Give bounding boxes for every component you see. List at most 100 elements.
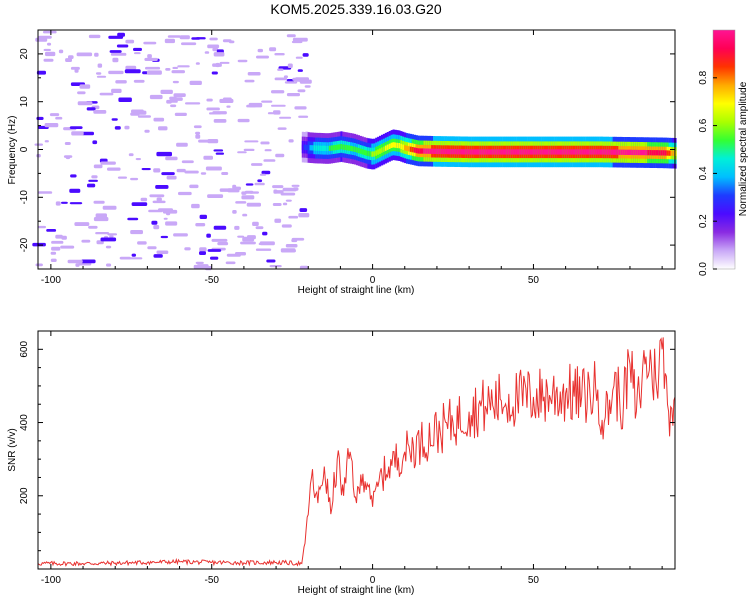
spectrogram-signal-cell xyxy=(315,145,318,151)
spectrogram-noise-cell xyxy=(297,69,303,72)
spectrogram-noise-cell xyxy=(100,161,116,165)
spectrogram-signal-cell xyxy=(446,148,449,155)
spectrogram-noise-cell xyxy=(50,258,57,262)
spectrogram-signal-cell xyxy=(502,149,505,155)
spectrogram-noise-cell xyxy=(274,218,282,223)
spectrogram-noise-cell xyxy=(259,173,267,176)
spectrogram-noise-cell xyxy=(179,35,190,40)
spectrogram-signal-cell xyxy=(382,146,386,152)
spectrogram-noise-cell xyxy=(107,167,121,171)
spectrogram-signal-cell xyxy=(406,145,409,151)
spectrogram-signal-cell xyxy=(506,149,509,155)
spectrogram-signal-cell xyxy=(460,149,463,155)
spectrogram-noise-cell xyxy=(70,66,80,70)
spectrogram-signal-cell xyxy=(483,149,486,155)
spectrogram-noise-cell xyxy=(133,79,145,83)
spectrogram-noise-cell xyxy=(45,51,56,57)
snr-ytick-label: 400 xyxy=(19,414,30,431)
snr-xtick-label: 0 xyxy=(370,575,376,586)
spectrogram-ytick-label: 10 xyxy=(19,96,30,108)
spectrogram-signal-cell xyxy=(359,148,362,154)
spectrogram-signal-cell xyxy=(518,149,521,155)
spectrogram-noise-cell xyxy=(93,164,103,169)
spectrogram-signal-cell xyxy=(624,149,627,155)
spectrogram-signal-cell xyxy=(519,149,523,155)
spectrogram-signal-cell xyxy=(653,150,656,156)
spectrogram-signal-cell xyxy=(575,149,579,155)
spectrogram-noise-cell xyxy=(279,116,292,119)
spectrogram-signal-cell xyxy=(500,149,503,155)
spectrogram-noise-cell xyxy=(298,115,309,118)
spectrogram-noise-cell xyxy=(274,77,288,81)
spectrogram-noise-cell xyxy=(51,240,64,244)
spectrogram-signal-cell xyxy=(558,149,561,155)
spectrogram-signal-cell xyxy=(371,151,374,157)
colorbar: 0.0 0.2 0.4 0.6 0.8 Normalized spectral ampl… xyxy=(698,29,749,276)
spectrogram-noise-cell xyxy=(267,112,274,115)
spectrogram-noise-cell xyxy=(165,156,178,161)
spectrogram-noise-cell xyxy=(257,48,263,53)
spectrogram-noise-cell xyxy=(211,238,228,242)
spectrogram-noise-cell xyxy=(195,134,201,139)
spectrogram-signal-cell xyxy=(583,149,586,155)
spectrogram-signal-cell xyxy=(384,145,387,151)
spectrogram-signal-cell xyxy=(666,150,669,156)
spectrogram-noise-cell xyxy=(160,89,173,94)
spectrogram-noise-cell xyxy=(158,126,168,131)
spectrogram-noise-cell xyxy=(144,129,150,133)
spectrogram-signal-cell xyxy=(541,149,544,155)
spectrogram-noise-cell xyxy=(213,225,227,230)
spectrogram-noise-cell xyxy=(131,202,148,206)
spectrogram-noise-cell xyxy=(246,202,261,207)
spectrogram-noise-cell xyxy=(272,203,282,206)
spectrogram-signal-cell xyxy=(539,149,542,155)
snr-xtick-label: -100 xyxy=(41,575,61,586)
snr-panel: -100 -50 0 50 200 400 600 Height of straight l… xyxy=(7,330,676,596)
spectrogram-noise-cell xyxy=(130,177,139,181)
spectrogram-noise-cell xyxy=(146,70,162,75)
spectrogram-signal-cell xyxy=(595,149,598,155)
spectrogram-signal-cell xyxy=(612,149,615,155)
spectrogram-noise-cell xyxy=(304,85,311,88)
spectrogram-signal-cell xyxy=(328,145,331,151)
spectrogram-noise-cell xyxy=(100,237,117,242)
spectrogram-noise-cell xyxy=(292,77,305,81)
spectrogram-noise-cell xyxy=(211,71,218,75)
spectrogram-signal-cell xyxy=(435,148,438,154)
colorbar-ticks: 0.0 0.2 0.4 0.6 0.8 xyxy=(698,70,717,276)
spectrogram-noise-cell xyxy=(118,97,132,102)
spectrogram-signal-cell xyxy=(602,149,606,155)
spectrogram-noise-cell xyxy=(155,185,169,189)
spectrogram-signal-cell xyxy=(545,149,548,155)
spectrogram-noise-cell xyxy=(290,249,296,253)
snr-xtick-label: 50 xyxy=(528,575,540,586)
spectrogram-noise-cell xyxy=(195,223,206,227)
spectrogram-noise-cell xyxy=(141,168,151,171)
spectrogram-noise-cell xyxy=(172,80,179,84)
spectrogram-noise-cell xyxy=(287,63,293,68)
spectrogram-noise-cell xyxy=(237,59,248,63)
spectrogram-noise-cell xyxy=(127,217,139,221)
spectrogram-signal-cell xyxy=(481,149,484,155)
spectrogram-noise-cell xyxy=(193,264,209,269)
spectrogram-signal-cell xyxy=(635,149,638,156)
snr-axes: -100 -50 0 50 200 400 600 xyxy=(19,331,675,586)
snr-ytick-label: 600 xyxy=(19,341,30,358)
spectrogram-noise-cell xyxy=(143,41,157,45)
spectrogram-noise-cell xyxy=(235,252,246,256)
spectrogram-signal-cell xyxy=(479,149,482,155)
spectrogram-noise-cell xyxy=(156,250,169,254)
spectrogram-signal-cell xyxy=(369,151,372,157)
spectrogram-signal-cell xyxy=(628,149,631,155)
spectrogram-signal-cell xyxy=(392,142,395,148)
spectrogram-signal-cell xyxy=(581,149,584,155)
spectrogram-noise-cell xyxy=(243,148,255,151)
spectrogram-signal-cell xyxy=(352,146,355,152)
spectrogram-noise-cell xyxy=(44,140,49,143)
spectrogram-noise-cell xyxy=(294,106,307,110)
spectrogram-signal-cell xyxy=(554,149,557,155)
spectrogram-noise-cell xyxy=(243,236,248,241)
spectrogram-noise-cell xyxy=(256,55,269,59)
